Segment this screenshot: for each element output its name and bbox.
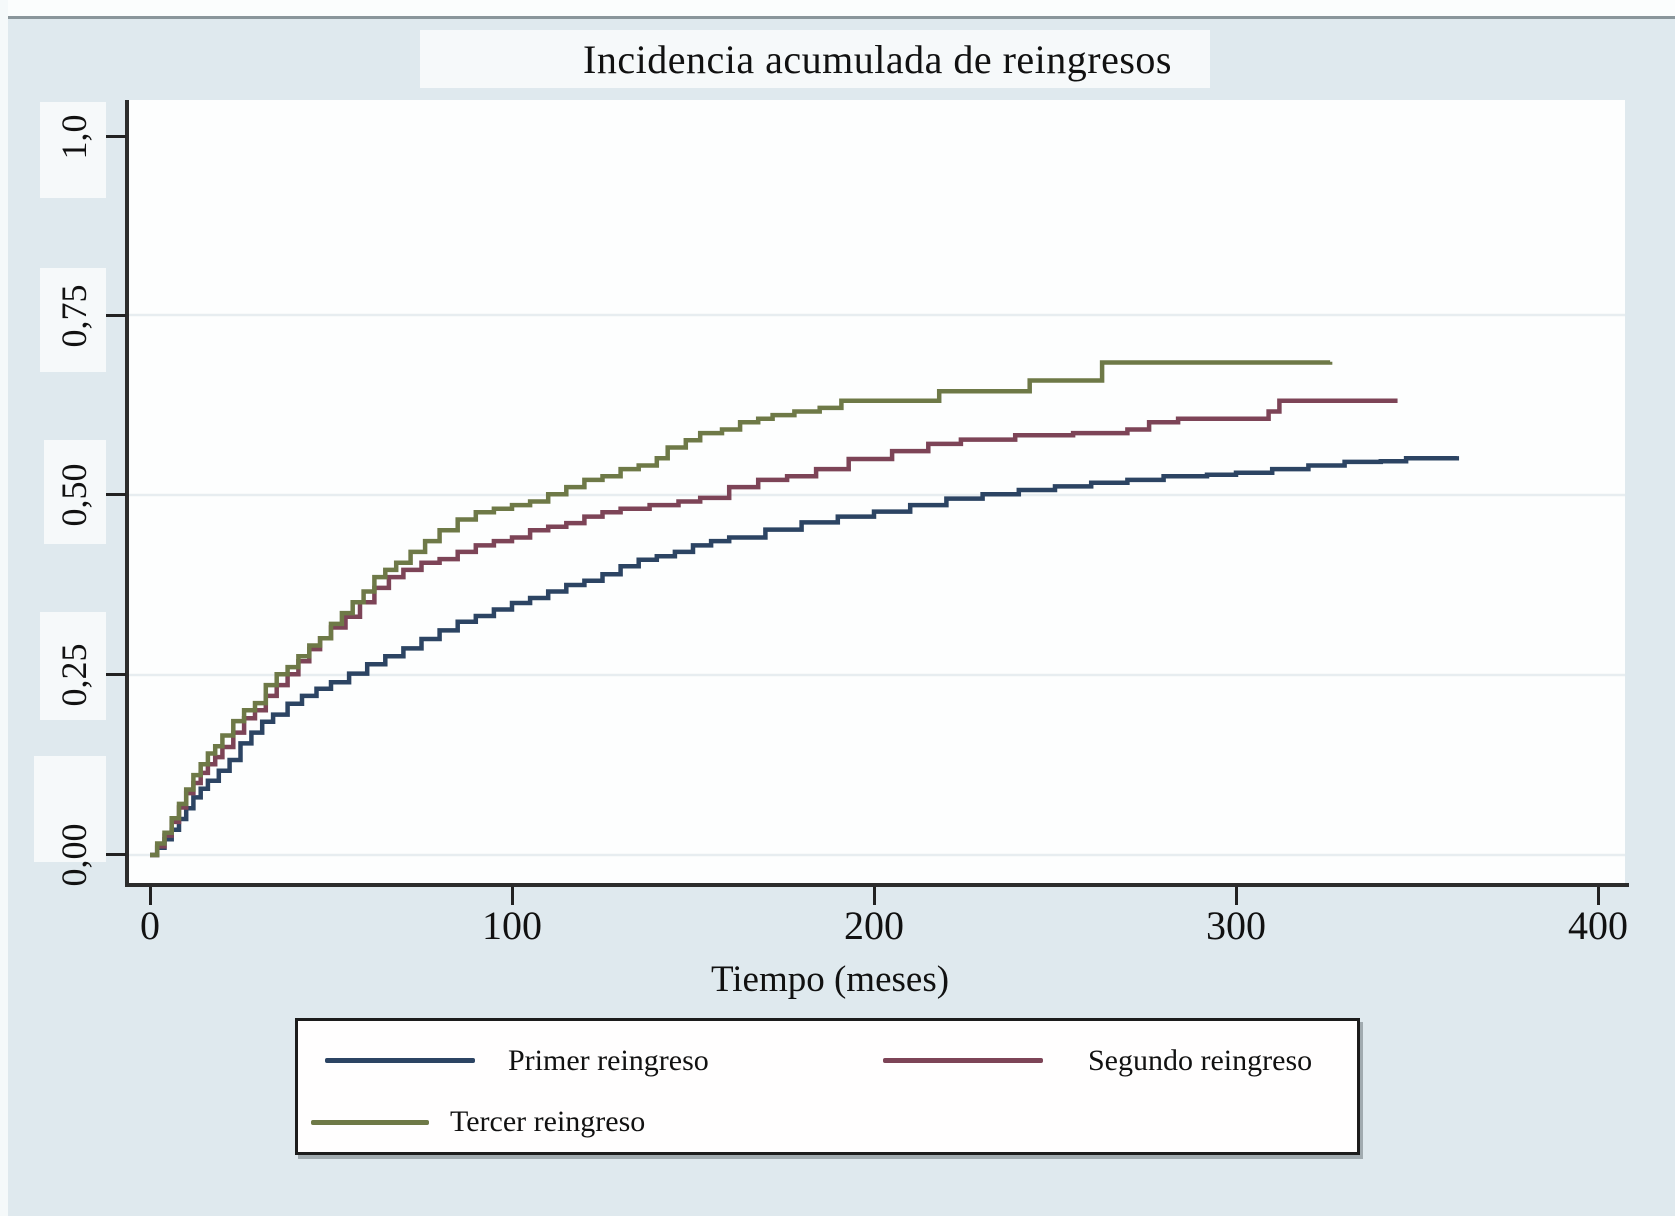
legend-swatch-segundo-reingreso (883, 1058, 1043, 1063)
y-tick (106, 853, 126, 856)
x-tick-label: 100 (482, 903, 542, 948)
x-tick-label: 300 (1206, 903, 1266, 948)
legend-label-segundo-reingreso: Segundo reingreso (1088, 1044, 1313, 1077)
legend: Primer reingreso Segundo reingreso Terce… (295, 1018, 1360, 1155)
curve-primer-reingreso (150, 456, 1460, 858)
x-tick (873, 887, 876, 905)
legend-swatch-tercer-reingreso (311, 1120, 429, 1125)
x-tick (511, 887, 514, 905)
y-tick-label: 0,25 (54, 643, 94, 707)
x-axis-title: Tiempo (meses) (710, 959, 950, 1000)
x-tick (1235, 887, 1238, 905)
ylabel-highlight (40, 268, 106, 372)
x-tick (1597, 887, 1600, 905)
x-axis-line (125, 883, 1629, 887)
y-tick (106, 673, 126, 676)
y-tick (106, 314, 126, 317)
title-highlight-band (420, 30, 1210, 88)
chart-title: Incidencia acumulada de reingresos (583, 37, 1172, 82)
y-tick-label: 0,50 (54, 463, 94, 527)
curve-segundo-reingreso (150, 398, 1398, 858)
ylabel-highlight (40, 102, 106, 198)
curve-tercer-reingreso (150, 360, 1333, 858)
x-tick-label: 0 (140, 903, 160, 948)
legend-swatch-primer-reingreso (325, 1058, 475, 1063)
figure-top-border (0, 16, 1675, 19)
y-tick (106, 493, 126, 496)
plot-area (129, 100, 1625, 883)
x-tick-label: 400 (1568, 903, 1628, 948)
ylabel-highlight (44, 440, 106, 544)
ylabel-highlight (34, 756, 106, 862)
legend-label-tercer-reingreso: Tercer reingreso (450, 1105, 646, 1138)
x-tick (149, 887, 152, 905)
legend-label-primer-reingreso: Primer reingreso (508, 1044, 709, 1077)
figure-top-margin (0, 0, 1675, 16)
y-tick-label: 1,0 (54, 114, 94, 160)
y-tick-label: 0,00 (54, 823, 94, 887)
figure-left-margin (0, 0, 8, 1216)
chart-canvas (129, 313, 1625, 858)
x-tick-label: 200 (844, 903, 904, 948)
ylabel-highlight (40, 612, 106, 720)
y-tick-label: 0,75 (54, 284, 94, 348)
y-axis-line (125, 100, 129, 887)
y-tick (106, 135, 126, 138)
